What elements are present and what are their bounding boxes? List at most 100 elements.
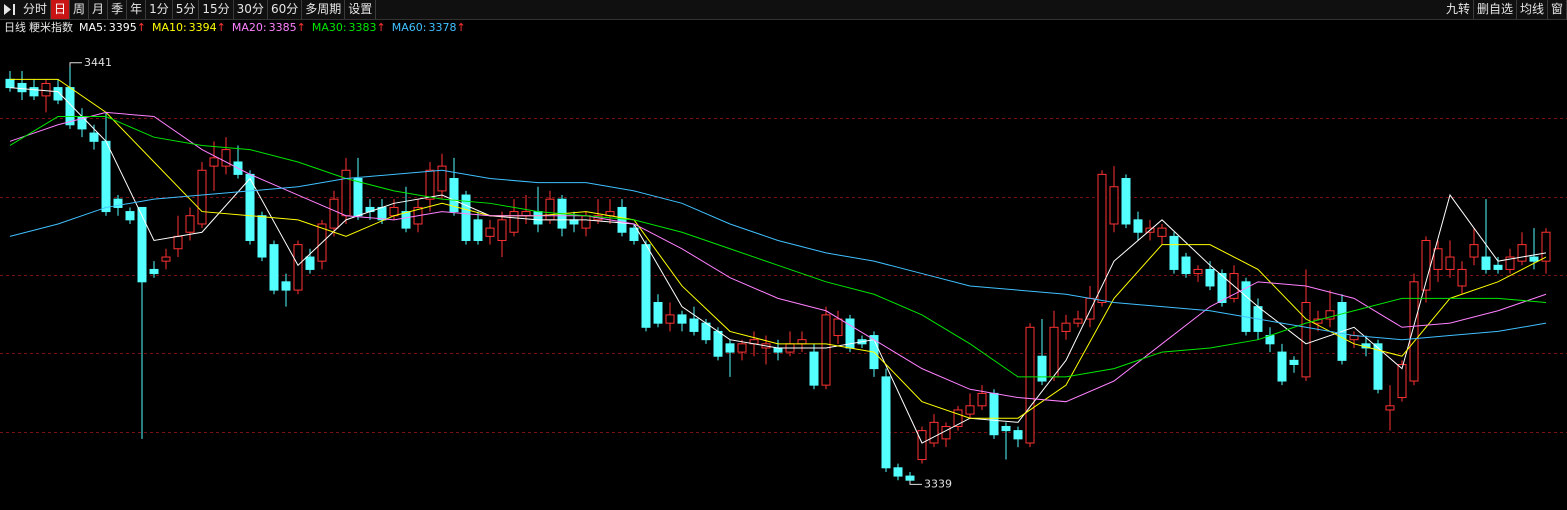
ma-trend: ↑	[456, 21, 466, 34]
candle-body	[581, 215, 591, 229]
candle-body	[41, 82, 51, 97]
candle-body	[1193, 268, 1203, 275]
candle-body	[821, 314, 831, 386]
candle-body	[149, 268, 159, 275]
tool-button[interactable]: 均线	[1517, 0, 1548, 19]
ma-name: MA60:	[391, 21, 427, 34]
candle-body	[917, 430, 927, 461]
ma-value: 3394	[188, 21, 217, 34]
ma-value: 3378	[428, 21, 457, 34]
candle-body	[161, 256, 171, 262]
low-marker	[909, 480, 922, 485]
period-tab[interactable]: 周	[70, 0, 90, 19]
candle-body	[809, 351, 819, 386]
ma-name: MA10:	[151, 21, 187, 34]
candle-body	[1529, 256, 1539, 262]
candle-body	[569, 219, 579, 225]
candle-body	[1373, 343, 1383, 390]
candle-body	[725, 343, 735, 353]
candle-body	[1397, 363, 1407, 399]
candle-body	[1025, 326, 1035, 444]
candle-body	[1445, 256, 1455, 270]
candle-body	[1457, 268, 1467, 287]
high-label: 3441	[84, 56, 112, 69]
candle-body	[1109, 186, 1119, 225]
candle-body	[173, 235, 183, 250]
tool-button[interactable]: 窗	[1548, 0, 1567, 19]
period-tab[interactable]: 60分	[268, 0, 303, 19]
candle-body	[1169, 235, 1179, 270]
toolbar: 分时日周月季年 1分 5分 15分 30分 60分 多周期 设置 九转 删自选 均线窗	[0, 0, 1567, 20]
candle-body	[1217, 273, 1227, 303]
candle-body	[497, 219, 507, 242]
candle-body	[929, 421, 939, 444]
tool-buttons: 九转 删自选 均线窗	[1443, 0, 1567, 19]
candle-body	[1157, 227, 1167, 237]
candle-body	[1241, 281, 1251, 332]
candle-body	[221, 149, 231, 167]
tool-button[interactable]: 删自选	[1474, 0, 1517, 19]
candle-body	[989, 392, 999, 436]
period-tab[interactable]: 多周期	[302, 0, 346, 19]
period-tab[interactable]: 季	[108, 0, 128, 19]
candle-body	[5, 78, 15, 89]
candle-body	[905, 475, 915, 481]
candle-body	[1541, 231, 1551, 262]
candle-body	[1493, 264, 1503, 270]
candle-body	[773, 347, 783, 353]
period-tab[interactable]: 1分	[146, 0, 173, 19]
candle-body	[281, 281, 291, 291]
candle-body	[485, 227, 495, 237]
candle-body	[1121, 178, 1131, 225]
candle-body	[641, 244, 651, 328]
low-label: 3339	[924, 477, 952, 490]
candle-body	[521, 211, 531, 217]
ma-name: MA20:	[231, 21, 267, 34]
ma-value: 3395	[108, 21, 137, 34]
candle-body	[389, 206, 399, 217]
candle-body	[293, 244, 303, 291]
candle-body	[197, 169, 207, 225]
candle-body	[1049, 326, 1059, 378]
period-tab[interactable]: 30分	[234, 0, 268, 19]
candle-body	[1481, 256, 1491, 270]
candle-body	[305, 256, 315, 270]
candle-body	[353, 178, 363, 217]
candle-body	[953, 409, 963, 427]
period-tab[interactable]: 分时	[20, 0, 52, 19]
tool-button[interactable]: 九转	[1443, 0, 1474, 19]
period-tab[interactable]: 日	[51, 0, 71, 19]
candle-body	[617, 206, 627, 233]
candle-body	[1517, 244, 1527, 262]
ma-line	[10, 78, 1547, 419]
candle-body	[113, 198, 123, 208]
candle-body	[977, 392, 987, 407]
candle-body	[329, 198, 339, 229]
candle-body	[665, 314, 675, 324]
candle-body	[1073, 318, 1083, 324]
ma-trend: ↑	[296, 21, 306, 34]
candle-body	[1289, 359, 1299, 365]
candle-body	[1133, 219, 1143, 233]
candle-body	[1421, 240, 1431, 291]
period-tab[interactable]: 5分	[173, 0, 200, 19]
period-tab[interactable]: 设置	[345, 0, 377, 19]
legend: 日线 粳米指数 MA5: 3395 ↑ MA10: 3394 ↑ MA20: 3385 ↑ MA3…	[4, 20, 472, 36]
candle-body	[53, 87, 63, 101]
period-tabs: 分时日周月季年 1分 5分 15分 30分 60分 多周期 设置	[20, 0, 377, 19]
candle-body	[941, 425, 951, 440]
candle-body	[833, 318, 843, 337]
period-tab[interactable]: 月	[89, 0, 109, 19]
candle-body	[653, 301, 663, 324]
ma-trend: ↑	[376, 21, 386, 34]
candle-body	[425, 169, 435, 200]
candle-body	[17, 82, 27, 93]
candle-body	[713, 330, 723, 357]
ma-name: MA5:	[79, 21, 107, 34]
collapse-icon[interactable]	[0, 0, 20, 19]
ma-value: 3385	[268, 21, 297, 34]
period-tab[interactable]: 年	[127, 0, 147, 19]
period-tab[interactable]: 15分	[199, 0, 234, 19]
